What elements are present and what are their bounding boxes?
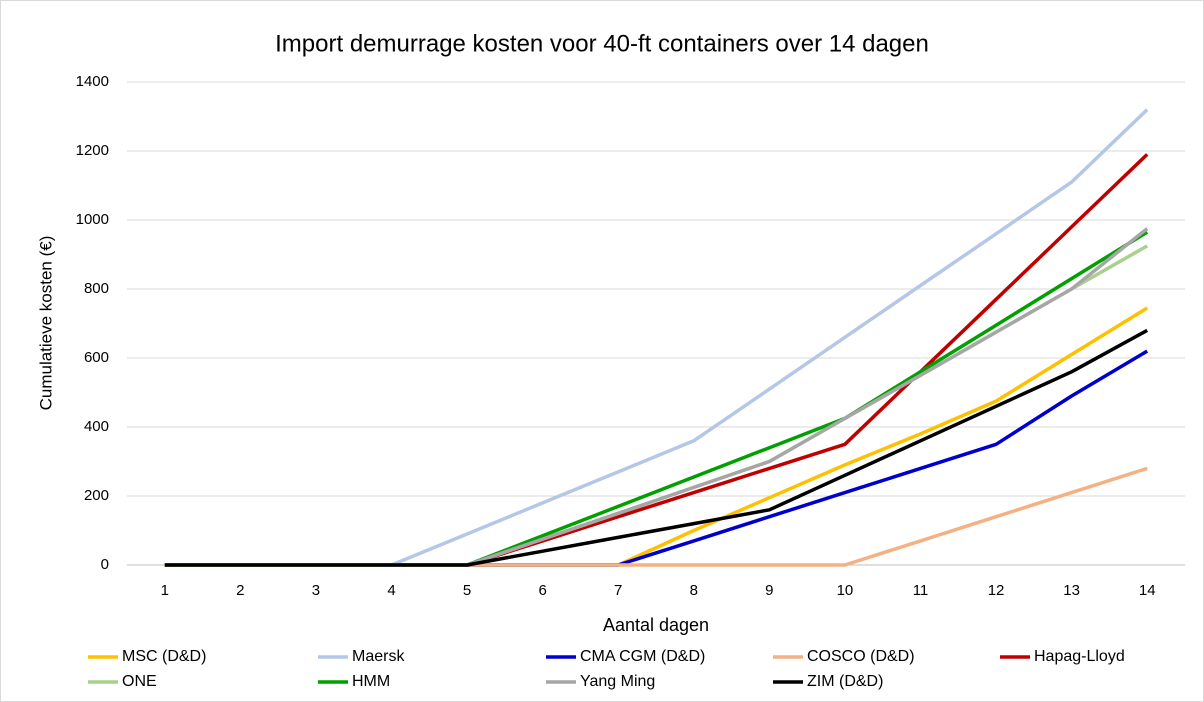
y-tick-label: 800 <box>84 280 109 297</box>
x-tick-label: 9 <box>765 582 773 599</box>
x-tick-label: 4 <box>387 582 395 599</box>
y-tick-label: 0 <box>101 556 109 573</box>
x-tick-label: 11 <box>913 582 929 599</box>
legend-label: ZIM (D&D) <box>807 673 883 690</box>
y-tick-label: 200 <box>84 487 109 504</box>
legend-label: CMA CGM (D&D) <box>580 648 705 665</box>
legend-label: COSCO (D&D) <box>807 648 915 665</box>
legend-label: Hapag-Lloyd <box>1034 648 1125 665</box>
y-tick-label: 400 <box>84 418 109 435</box>
x-tick-label: 10 <box>837 582 854 599</box>
x-tick-label: 14 <box>1139 582 1156 599</box>
legend-label: MSC (D&D) <box>122 648 206 665</box>
x-tick-label: 13 <box>1063 582 1080 599</box>
y-tick-label: 600 <box>84 349 109 366</box>
x-tick-label: 3 <box>312 582 320 599</box>
chart-title: Import demurrage kosten voor 40-ft conta… <box>275 30 929 57</box>
legend-label: ONE <box>122 673 157 690</box>
y-tick-label: 1000 <box>76 211 109 228</box>
legend-label: Yang Ming <box>580 673 655 690</box>
x-tick-label: 8 <box>690 582 698 599</box>
legend-label: Maersk <box>352 648 405 665</box>
y-tick-label: 1400 <box>76 73 109 90</box>
legend-label: HMM <box>352 673 390 690</box>
x-axis-label: Aantal dagen <box>603 615 709 635</box>
x-tick-label: 6 <box>538 582 546 599</box>
x-tick-label: 1 <box>161 582 169 599</box>
y-axis-label: Cumulatieve kosten (€) <box>36 236 55 411</box>
y-tick-label: 1200 <box>76 142 109 159</box>
x-tick-label: 7 <box>614 582 622 599</box>
series-line <box>164 328 1149 567</box>
x-tick-label: 5 <box>463 582 471 599</box>
x-tick-label: 12 <box>988 582 1005 599</box>
x-tick-label: 2 <box>236 582 244 599</box>
